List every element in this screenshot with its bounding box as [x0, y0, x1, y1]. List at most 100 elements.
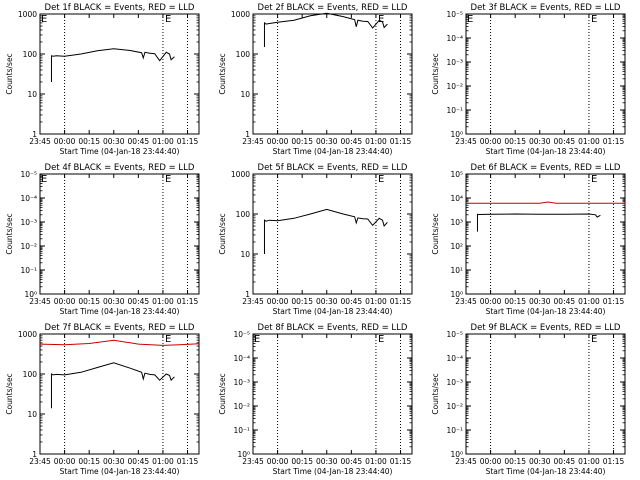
- x-tick-label: 00:15: [78, 457, 100, 466]
- y-tick-label: 10⁰: [450, 450, 463, 459]
- x-tick-label: 00:00: [54, 297, 76, 306]
- y-tick-label: 10⁻³: [20, 218, 37, 227]
- x-tick-label: 01:00: [578, 457, 600, 466]
- x-axis-label: Start Time (04-Jan-18 23:44:40): [60, 467, 180, 476]
- x-tick-label: 00:15: [78, 297, 100, 306]
- x-tick-label: 01:00: [152, 137, 174, 146]
- events-series-line: [263, 12, 388, 47]
- x-tick-label: 01:00: [152, 297, 174, 306]
- x-tick-label: 00:30: [103, 457, 125, 466]
- y-tick-label: 10⁻⁵: [446, 330, 463, 339]
- y-axis-label: Counts/sec: [218, 213, 227, 254]
- y-axis-label: Counts/sec: [5, 53, 14, 94]
- y-axis-label: Counts/sec: [218, 53, 227, 94]
- event-marker-label: E: [165, 174, 171, 185]
- y-tick-label: 10⁰: [450, 130, 463, 139]
- x-tick-label: 00:45: [128, 457, 150, 466]
- event-marker-label: E: [378, 334, 384, 345]
- x-axis-label: Start Time (04-Jan-18 23:44:40): [273, 307, 393, 316]
- x-axis-label: Start Time (04-Jan-18 23:44:40): [273, 467, 393, 476]
- y-tick-label: 1000: [18, 330, 37, 339]
- x-tick-label: 01:00: [578, 137, 600, 146]
- corner-label: E: [41, 174, 47, 185]
- y-tick-label: 100: [23, 50, 38, 59]
- x-tick-label: 00:15: [291, 457, 313, 466]
- plot-frame: [39, 333, 200, 455]
- events-series-line: [476, 213, 601, 232]
- x-tick-label: 00:30: [316, 297, 338, 306]
- x-tick-label: 00:45: [341, 137, 363, 146]
- x-tick-label: 01:15: [390, 297, 412, 306]
- chart-title: Det 7f BLACK = Events, RED = LLD: [45, 323, 195, 333]
- y-tick-label: 10⁻³: [446, 58, 463, 67]
- lld-series-line: [39, 339, 200, 346]
- y-axis-label: Counts/sec: [5, 213, 14, 254]
- x-tick-label: 00:30: [103, 137, 125, 146]
- x-tick-label: 23:45: [29, 297, 51, 306]
- y-tick-label: 10¹: [450, 266, 463, 275]
- y-tick-label: 10⁻¹: [233, 426, 250, 435]
- corner-label: E: [467, 14, 473, 25]
- event-marker-label: E: [591, 174, 597, 185]
- x-axis-label: Start Time (04-Jan-18 23:44:40): [486, 147, 606, 156]
- y-tick-label: 10: [27, 90, 37, 99]
- y-tick-label: 10⁰: [450, 290, 463, 299]
- event-marker-label: E: [165, 14, 171, 25]
- x-tick-label: 00:15: [291, 137, 313, 146]
- x-tick-label: 01:15: [177, 297, 199, 306]
- x-tick-label: 00:00: [267, 137, 289, 146]
- y-tick-label: 10⁻²: [233, 402, 250, 411]
- y-axis-label: Counts/sec: [431, 213, 440, 254]
- y-tick-label: 1000: [231, 170, 250, 179]
- corner-label: E: [41, 14, 47, 25]
- events-series-line: [263, 208, 388, 254]
- chart-title: Det 4f BLACK = Events, RED = LLD: [45, 163, 195, 173]
- y-tick-label: 10⁻⁴: [446, 34, 463, 43]
- y-tick-label: 1000: [18, 10, 37, 19]
- y-tick-label: 10: [27, 410, 37, 419]
- y-tick-label: 1: [32, 130, 37, 139]
- x-tick-label: 00:30: [316, 457, 338, 466]
- y-tick-label: 10⁻⁵: [233, 330, 250, 339]
- plot-frame: [39, 173, 200, 295]
- x-tick-label: 00:30: [103, 297, 125, 306]
- y-tick-label: 10⁻³: [233, 378, 250, 387]
- y-tick-label: 10: [240, 90, 250, 99]
- y-axis-label: Counts/sec: [218, 373, 227, 414]
- x-tick-label: 23:45: [242, 457, 264, 466]
- y-tick-label: 1000: [231, 10, 250, 19]
- x-tick-label: 01:00: [152, 457, 174, 466]
- chart-title: Det 9f BLACK = Events, RED = LLD: [471, 323, 621, 333]
- y-tick-label: 10⁻³: [446, 378, 463, 387]
- x-tick-label: 00:00: [267, 457, 289, 466]
- y-tick-label: 10⁻¹: [20, 266, 37, 275]
- chart-title: Det 2f BLACK = Events, RED = LLD: [258, 3, 408, 13]
- x-tick-label: 00:15: [504, 137, 526, 146]
- x-tick-label: 00:45: [341, 457, 363, 466]
- x-tick-label: 00:45: [554, 137, 576, 146]
- x-axis-label: Start Time (04-Jan-18 23:44:40): [273, 147, 393, 156]
- x-tick-label: 00:00: [267, 297, 289, 306]
- y-tick-label: 10²: [450, 242, 463, 251]
- event-marker-label: E: [378, 174, 384, 185]
- x-tick-label: 01:15: [177, 457, 199, 466]
- y-axis-label: Counts/sec: [5, 373, 14, 414]
- x-tick-label: 00:15: [78, 137, 100, 146]
- y-tick-label: 10⁻⁴: [20, 194, 37, 203]
- plot-frame: [252, 333, 413, 455]
- y-tick-label: 10: [240, 250, 250, 259]
- chart-title: Det 5f BLACK = Events, RED = LLD: [258, 163, 408, 173]
- y-tick-label: 100: [236, 210, 251, 219]
- corner-label: E: [254, 334, 260, 345]
- x-tick-label: 01:15: [390, 457, 412, 466]
- y-tick-label: 10⁰: [237, 450, 250, 459]
- chart-title: Det 1f BLACK = Events, RED = LLD: [45, 3, 195, 13]
